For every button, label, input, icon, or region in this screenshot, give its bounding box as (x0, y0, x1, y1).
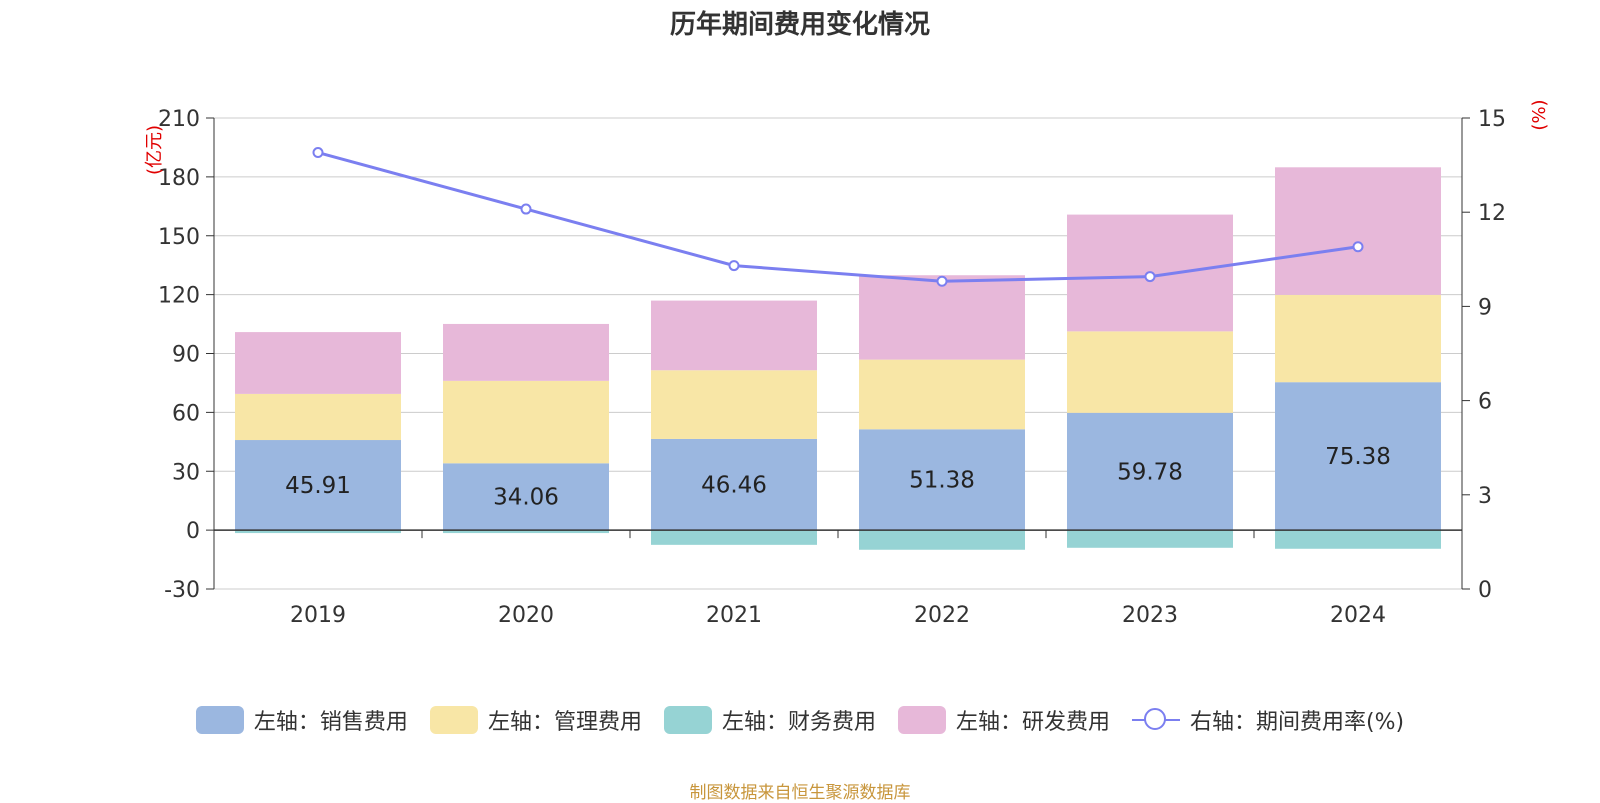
bar-segment-0 (651, 438, 817, 531)
right-axis-tick-label: 15 (1478, 107, 1506, 132)
expense-rate-point (520, 203, 532, 215)
bar-segment-2 (859, 530, 1025, 550)
left-axis-unit: (亿元) (144, 125, 165, 175)
data-source-note: 制图数据来自恒生聚源数据库 (689, 783, 911, 803)
bar-data-label: 45.91 (285, 473, 351, 499)
bar-segment-0 (1275, 382, 1441, 531)
x-axis-tick-label: 2024 (1330, 603, 1386, 628)
right-axis-unit: (%) (1529, 99, 1550, 130)
bar-segment-1 (1067, 331, 1233, 413)
left-axis-tick-label: 0 (186, 519, 200, 544)
bar-segment-3 (859, 275, 1025, 360)
bar-segment-1 (859, 359, 1025, 430)
legend: 左轴：销售费用 左轴：管理费用 左轴：财务费用 左轴：研发费用 右轴：期间费用率… (0, 704, 1600, 736)
bar-segment-2 (651, 530, 817, 545)
x-axis-tick-label: 2022 (914, 603, 970, 628)
left-axis-tick-label: 60 (172, 401, 200, 426)
legend-item-expense-rate[interactable]: 右轴：期间费用率(%) (1131, 704, 1405, 736)
bar-data-label: 51.38 (909, 468, 975, 494)
expense-rate-point (728, 260, 740, 272)
bar-data-label: 75.38 (1325, 444, 1391, 470)
legend-label-admin: 左轴：管理费用 (487, 710, 642, 735)
bar-segment-0 (859, 429, 1025, 531)
bar-segment-3 (443, 323, 609, 381)
bar-segment-1 (1275, 294, 1441, 383)
left-axis-tick-label: -30 (164, 578, 200, 603)
bar-segment-3 (651, 300, 817, 371)
right-axis-tick-label: 3 (1478, 484, 1492, 509)
bar-segment-2 (235, 530, 401, 534)
chart-title: 历年期间费用变化情况 (669, 10, 930, 40)
expense-rate-point (312, 147, 324, 159)
bar-data-label: 59.78 (1117, 459, 1183, 485)
left-axis-tick-label: 90 (172, 343, 200, 368)
bar-segment-0 (443, 463, 609, 531)
expense-rate-line (317, 151, 1359, 283)
left-axis-tick-label: 210 (158, 107, 200, 132)
x-axis-tick-label: 2020 (498, 603, 554, 628)
legend-label-sales: 左轴：销售费用 (253, 710, 408, 735)
left-axis-tick-label: 150 (158, 225, 200, 250)
bar-data-label: 34.06 (493, 485, 559, 511)
bar-segment-2 (443, 530, 609, 534)
right-axis-tick-label: 9 (1478, 295, 1492, 320)
legend-swatch-sales (195, 706, 244, 734)
left-axis-tick-label: 120 (158, 284, 200, 309)
bar-segment-1 (651, 370, 817, 439)
legend-item-sales[interactable]: 左轴：销售费用 (195, 704, 408, 736)
legend-label-finance: 左轴：财务费用 (721, 710, 876, 735)
x-axis-tick-label: 2021 (706, 603, 762, 628)
legend-item-rnd[interactable]: 左轴：研发费用 (897, 704, 1110, 736)
bar-segment-1 (443, 380, 609, 464)
legend-item-admin[interactable]: 左轴：管理费用 (429, 704, 642, 736)
legend-swatch-admin (429, 706, 478, 734)
expense-rate-point (936, 275, 948, 287)
bar-segment-0 (235, 440, 401, 531)
legend-item-finance[interactable]: 左轴：财务费用 (663, 704, 876, 736)
expense-rate-point (1144, 271, 1156, 283)
legend-label-expense-rate: 右轴：期间费用率(%) (1189, 710, 1405, 735)
legend-label-rnd: 左轴：研发费用 (955, 710, 1110, 735)
bar-segment-2 (1067, 530, 1233, 548)
left-axis-tick-label: 30 (172, 460, 200, 485)
right-axis-tick-label: 6 (1478, 390, 1492, 415)
left-axis-tick-label: 180 (158, 166, 200, 191)
bar-segment-1 (235, 393, 401, 441)
chart-area: -30 0 30 60 90 120 150 180 210 0 3 6 9 12 15 45.91 34.06… (144, 99, 1550, 628)
expense-rate-point (1352, 241, 1364, 253)
bar-segment-3 (1275, 167, 1441, 295)
x-axis-tick-label: 2023 (1122, 603, 1178, 628)
bar-segment-2 (1275, 530, 1441, 549)
x-axis-tick-label: 2019 (290, 603, 346, 628)
legend-swatch-finance (663, 706, 712, 734)
bar-segment-0 (1067, 412, 1233, 531)
right-axis-tick-label: 12 (1478, 201, 1506, 226)
bar-segment-3 (235, 332, 401, 394)
legend-swatch-rnd (897, 706, 946, 734)
bar-data-label: 46.46 (701, 473, 767, 499)
legend-swatch-expense-rate (1131, 706, 1180, 734)
right-axis-tick-label: 0 (1478, 578, 1492, 603)
